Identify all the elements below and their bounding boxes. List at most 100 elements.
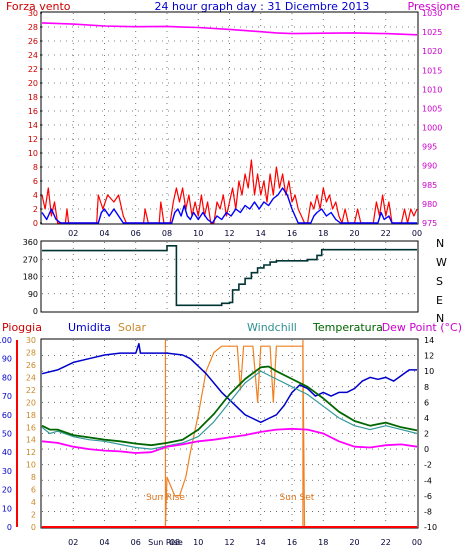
series-temp — [41, 340, 418, 528]
humidity-tick-label: 70 — [2, 392, 12, 401]
x-tick-label: 12 — [224, 229, 234, 238]
wind-tick-label: 2 — [33, 205, 38, 214]
x-tick-label: 02 — [68, 229, 78, 238]
legend-temperatura: Temperatura — [312, 321, 383, 334]
wind-tick-label: 12 — [28, 135, 38, 144]
ticks-temp: 0102030405060708090100024681012141618202… — [0, 336, 437, 547]
humidity-tick-label: 10 — [2, 504, 12, 513]
temp-tick-label: 0 — [424, 445, 429, 454]
compass-label-n: N — [436, 237, 444, 250]
pressure-tick-label: 990 — [422, 162, 437, 171]
x-tick-label: 10 — [193, 538, 203, 547]
pressure-tick-label: 980 — [422, 200, 437, 209]
legend-windchill: Windchill — [247, 321, 297, 334]
solar-tick-label: 30 — [26, 336, 36, 345]
humidity-tick-label: 0 — [7, 523, 12, 532]
x-tick-label: 10 — [193, 229, 203, 238]
wind-tick-label: 4 — [33, 191, 38, 200]
solar-tick-label: 10 — [26, 461, 36, 470]
direction-tick-label: 270 — [23, 255, 38, 264]
solar-tick-label: 18 — [26, 411, 36, 420]
temp-tick-label: -6 — [424, 492, 432, 501]
solar-tick-label: 14 — [26, 436, 36, 445]
panel-wind-frame — [40, 11, 419, 225]
solar-tick-label: 2 — [31, 511, 36, 520]
wind-tick-label: 16 — [28, 107, 38, 116]
wind-axis-label: Forza vento — [6, 0, 71, 13]
solar-tick-label: 24 — [26, 373, 36, 382]
x-tick-label: 22 — [381, 229, 391, 238]
compass-label-n: N — [436, 312, 444, 325]
solar-tick-label: 4 — [31, 498, 36, 507]
x-tick-label: Sun Rise — [148, 538, 183, 547]
humidity-tick-label: 40 — [2, 448, 12, 457]
legend-pioggia: Pioggia — [2, 321, 42, 334]
solar-tick-label: 6 — [31, 486, 36, 495]
temp-tick-label: -10 — [424, 523, 437, 532]
grid-direction — [42, 242, 417, 311]
humidity-tick-label: 100 — [0, 336, 12, 345]
temp-tick-label: 10 — [424, 367, 434, 376]
pressure-tick-label: 1010 — [422, 85, 442, 94]
solar-tick-label: 16 — [26, 423, 36, 432]
humidity-tick-label: 30 — [2, 467, 12, 476]
wind-tick-label: 28 — [28, 23, 38, 32]
temp-tick-label: 14 — [424, 336, 434, 345]
x-tick-label: 22 — [381, 538, 391, 547]
x-tick-label: 00 — [412, 229, 422, 238]
solar-tick-label: 12 — [26, 448, 36, 457]
solar-line — [42, 345, 417, 528]
x-tick-label: 18 — [318, 538, 328, 547]
wind-tick-label: 24 — [28, 51, 38, 60]
temp-tick-label: 6 — [424, 398, 429, 407]
direction-tick-label: 360 — [23, 238, 38, 247]
pressure-tick-label: 1030 — [422, 9, 442, 18]
ticks-wind: 0246810121416182022242628309759809859909… — [28, 9, 443, 238]
dewpoint-line — [41, 427, 418, 454]
wind-tick-label: 10 — [28, 149, 38, 158]
temp-tick-label: 12 — [424, 352, 434, 361]
x-tick-label: 04 — [99, 229, 109, 238]
grid-wind — [42, 13, 417, 223]
pressure-tick-label: 975 — [422, 219, 437, 228]
x-tick-label: 20 — [349, 538, 359, 547]
solar-tick-label: 20 — [26, 398, 36, 407]
panel-direction-frame — [40, 240, 419, 313]
direction-line — [42, 245, 417, 307]
pressure-tick-label: 1015 — [422, 66, 442, 75]
x-tick-label: 14 — [256, 229, 266, 238]
x-tick-label: 08 — [162, 229, 172, 238]
temp-tick-label: -4 — [424, 476, 432, 485]
temp-tick-label: 8 — [424, 383, 429, 392]
wind-tick-label: 14 — [28, 121, 38, 130]
wind-tick-label: 22 — [28, 65, 38, 74]
humidity-tick-label: 60 — [2, 411, 12, 420]
windchill-line — [41, 370, 418, 450]
wind-avg-line — [41, 187, 417, 224]
pressure-tick-label: 995 — [422, 143, 437, 152]
panel-temp-frame — [40, 338, 419, 529]
direction-tick-label: 0 — [33, 307, 38, 316]
x-tick-label: 20 — [349, 229, 359, 238]
grid-temp — [42, 340, 417, 527]
compass-label-w: W — [436, 256, 447, 269]
x-tick-label: 14 — [256, 538, 266, 547]
series-direction — [42, 245, 417, 307]
wind-tick-label: 30 — [28, 9, 38, 18]
pressure-line — [41, 22, 418, 36]
compass-label-s: S — [436, 275, 443, 288]
pressure-axis-label: Pressione — [408, 0, 461, 13]
humidity-tick-label: 80 — [2, 373, 12, 382]
x-tick-label: 18 — [318, 229, 328, 238]
x-tick-label: 02 — [68, 538, 78, 547]
wind-tick-label: 18 — [28, 93, 38, 102]
solar-tick-label: 28 — [26, 348, 36, 357]
wind-tick-label: 20 — [28, 79, 38, 88]
wind-tick-label: 0 — [33, 219, 38, 228]
direction-tick-label: 180 — [23, 273, 38, 282]
x-tick-label: 16 — [287, 229, 297, 238]
wind-tick-label: 8 — [33, 163, 38, 172]
x-tick-label: 12 — [224, 538, 234, 547]
